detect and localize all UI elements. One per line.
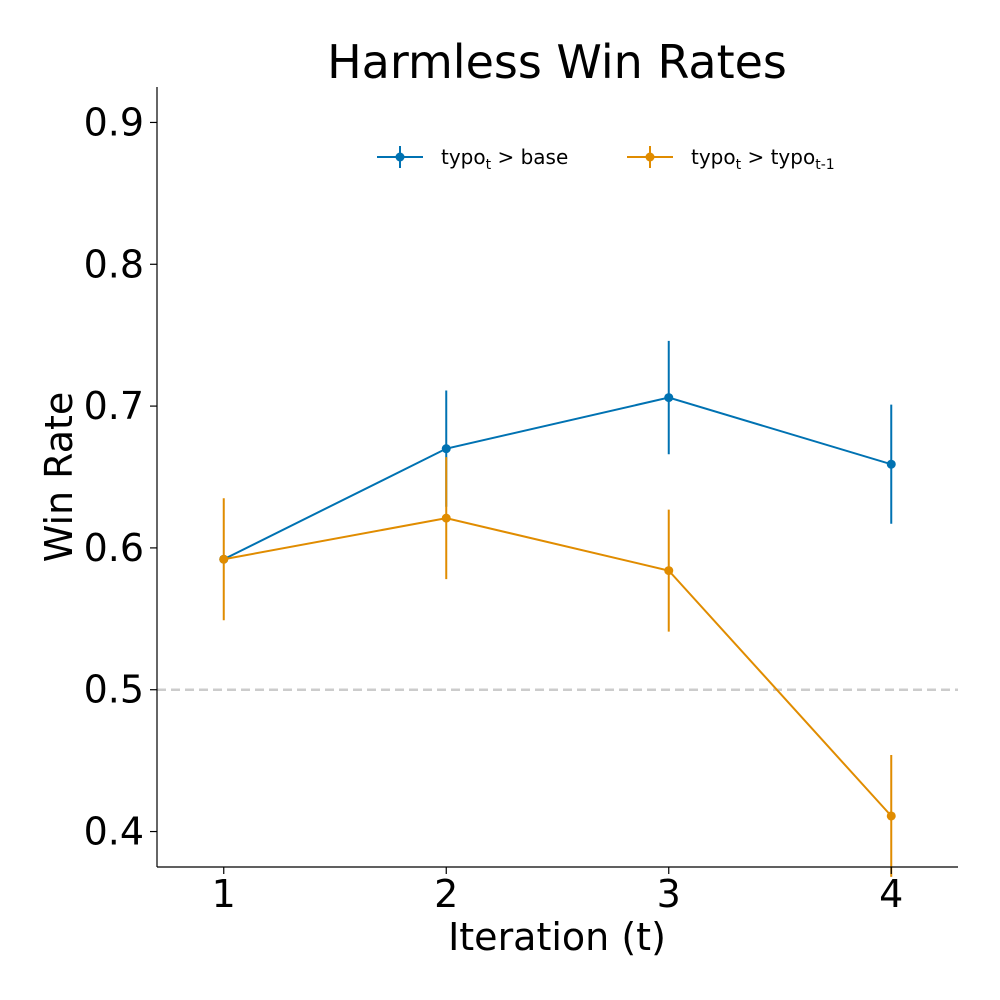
legend-text-part: > typo xyxy=(741,145,815,169)
data-point xyxy=(664,393,674,403)
y-tick-label: 0.5 xyxy=(84,668,144,712)
legend-marker xyxy=(645,152,655,162)
series-line xyxy=(223,517,892,817)
series-line xyxy=(223,396,892,561)
data-point xyxy=(219,554,229,564)
y-tick-label: 0.6 xyxy=(84,526,144,570)
y-tick-label: 0.8 xyxy=(84,242,144,286)
x-ticks: 1 2 3 4 xyxy=(212,867,903,916)
series-1 xyxy=(219,340,896,564)
chart-title: Harmless Win Rates xyxy=(327,35,787,89)
legend-text-part: > base xyxy=(491,145,568,169)
data-point xyxy=(664,566,674,576)
x-tick-label: 1 xyxy=(212,872,236,916)
legend-subscript: t xyxy=(736,157,742,173)
data-point xyxy=(886,459,896,469)
legend-item: typot > base xyxy=(377,145,568,173)
y-tick-label: 0.9 xyxy=(84,100,144,144)
data-point xyxy=(441,444,451,454)
legend-label: typot > typot-1 xyxy=(691,145,835,173)
data-point xyxy=(441,513,451,523)
legend-text-part: typo xyxy=(691,145,736,169)
series-layer xyxy=(219,340,896,877)
x-tick-label: 3 xyxy=(657,872,681,916)
legend-label: typot > base xyxy=(441,145,568,173)
y-axis-label: Win Rate xyxy=(37,392,81,563)
x-tick-label: 2 xyxy=(434,872,458,916)
y-tick-label: 0.7 xyxy=(84,384,144,428)
legend-item: typot > typot-1 xyxy=(627,145,835,173)
legend-subscript: t-1 xyxy=(815,157,834,173)
data-point xyxy=(886,811,896,821)
series-2 xyxy=(219,457,896,877)
x-tick-label: 4 xyxy=(879,872,903,916)
y-ticks: 0.4 0.5 0.6 0.7 0.8 0.9 xyxy=(84,100,157,854)
x-axis-label: Iteration (t) xyxy=(448,915,666,959)
legend-subscript: t xyxy=(486,157,492,173)
plot-area: 0.4 0.5 0.6 0.7 0.8 0.9 1 2 3 4 xyxy=(84,87,958,916)
legend: typot > base typot > typot-1 xyxy=(377,145,835,173)
legend-marker xyxy=(395,152,405,162)
legend-text-part: typo xyxy=(441,145,486,169)
y-tick-label: 0.4 xyxy=(84,810,144,854)
